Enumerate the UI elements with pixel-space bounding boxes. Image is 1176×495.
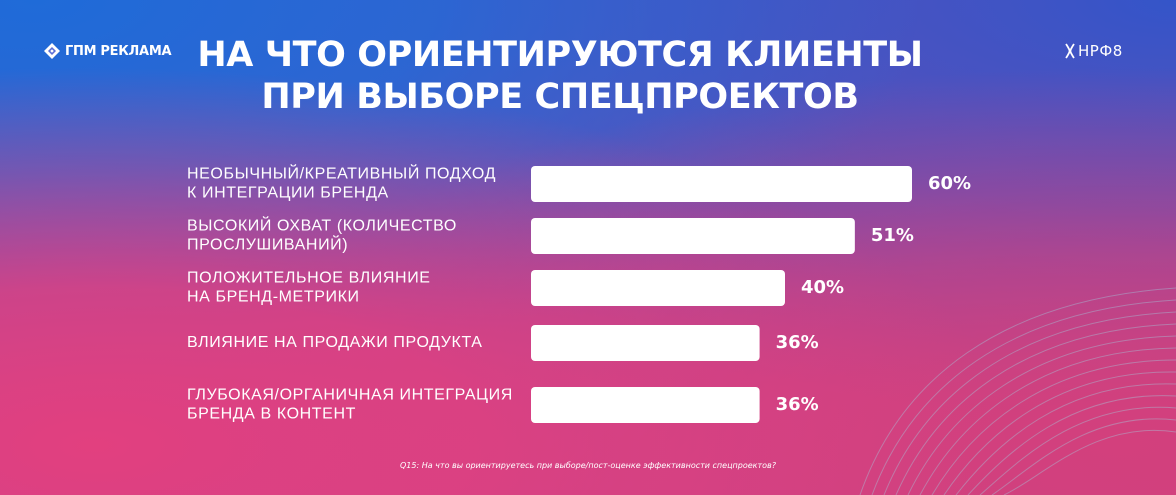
category-label-4-line-1: ВЛИЯНИЕ НА ПРОДАЖИ ПРОДУКТА xyxy=(187,334,483,351)
value-label-5: 36% xyxy=(776,394,819,415)
category-label-3-line-2: НА БРЕНД-МЕТРИКИ xyxy=(187,289,360,306)
brand-logo-left: ГПМ РЕКЛАМА xyxy=(44,43,172,59)
bar-2 xyxy=(531,218,855,254)
diamond-logo-icon xyxy=(44,43,60,59)
page-title: НА ЧТО ОРИЕНТИРУЮТСЯ КЛИЕНТЫ ПРИ ВЫБОРЕ … xyxy=(140,34,980,118)
page-title-line-1: НА ЧТО ОРИЕНТИРУЮТСЯ КЛИЕНТЫ xyxy=(197,35,923,75)
x-logo-icon xyxy=(1065,43,1075,59)
footnote: Q15: На что вы ориентируетесь при выборе… xyxy=(400,461,776,470)
brand-logo-right: НРФ8 xyxy=(1064,42,1123,60)
page-title-line-2: ПРИ ВЫБОРЕ СПЕЦПРОЕКТОВ xyxy=(261,77,859,117)
category-label-2-line-2: ПРОСЛУШИВАНИЙ) xyxy=(187,235,348,254)
category-label-5-line-1: ГЛУБОКАЯ/ОРГАНИЧНАЯ ИНТЕГРАЦИЯ xyxy=(187,387,513,404)
category-label-5-line-2: БРЕНДА В КОНТЕНТ xyxy=(187,406,356,423)
category-label-1-line-2: К ИНТЕГРАЦИИ БРЕНДА xyxy=(187,185,389,202)
bar-3 xyxy=(531,270,785,306)
value-label-1: 60% xyxy=(928,173,971,194)
category-label-1-line-1: НЕОБЫЧНЫЙ/КРЕАТИВНЫЙ ПОДХОД xyxy=(187,164,496,183)
bar-1 xyxy=(531,166,912,202)
brand-logo-left-text: ГПМ РЕКЛАМА xyxy=(65,43,172,59)
category-label-3-line-1: ПОЛОЖИТЕЛЬНОЕ ВЛИЯНИЕ xyxy=(187,270,431,287)
bar-5 xyxy=(531,387,760,423)
value-label-3: 40% xyxy=(801,277,844,298)
value-label-2: 51% xyxy=(871,225,914,246)
category-label-2-line-1: ВЫСОКИЙ ОХВАТ (КОЛИЧЕСТВО xyxy=(187,216,457,235)
brand-logo-right-text: НРФ8 xyxy=(1078,42,1123,60)
value-label-4: 36% xyxy=(776,332,819,353)
bar-4 xyxy=(531,325,760,361)
